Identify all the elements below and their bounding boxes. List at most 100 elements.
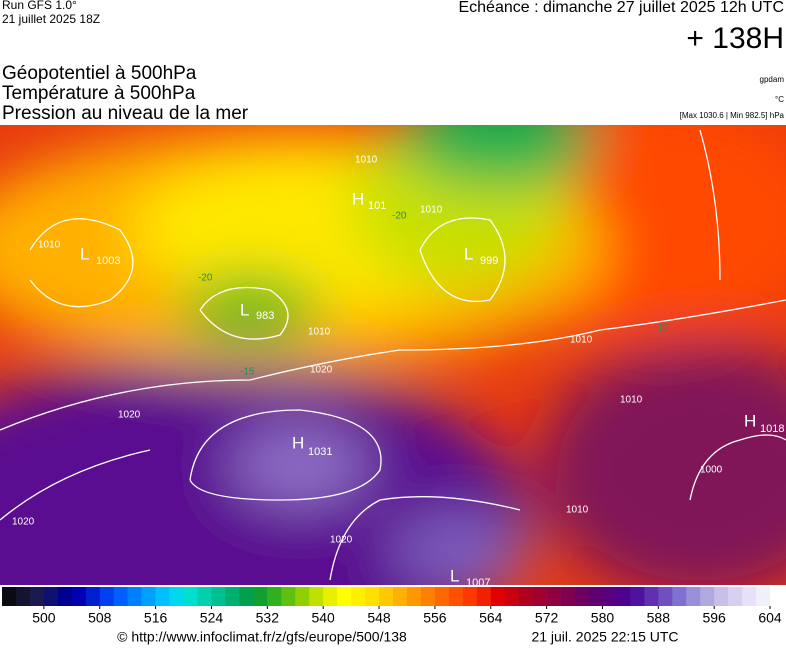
colorbar-bin — [574, 587, 589, 606]
colorbar-bin — [448, 587, 464, 606]
isobar-label: 1010 — [570, 335, 593, 346]
colorbar-bin — [644, 587, 659, 606]
pressure-value: 1003 — [96, 255, 120, 267]
unit: [Max 1030.6 | Min 982.5] hPa — [680, 111, 785, 120]
colorbar-bin — [504, 587, 519, 606]
colorbar-bin — [183, 587, 198, 606]
isobar-label: 1010 — [420, 205, 443, 216]
isobar-label: 1020 — [12, 517, 35, 528]
colorbar-bin — [672, 587, 687, 606]
isobar-label: 1010 — [355, 155, 378, 166]
colorbar-bin — [85, 587, 101, 606]
field: Pression au niveau de la mer — [2, 103, 249, 124]
colorbar-bin — [462, 587, 478, 606]
colorbar-bin — [602, 587, 617, 606]
colorbar-bin — [281, 587, 296, 606]
tick-label: 548 — [367, 610, 391, 626]
colorbar-bin — [490, 587, 506, 606]
pressure-value: 983 — [256, 310, 274, 322]
colorbar-bin — [420, 587, 436, 606]
colorbar-bin — [351, 587, 366, 606]
colorbar-bin — [29, 587, 45, 606]
colorbar-bin — [518, 587, 533, 606]
pressure-center: H — [292, 433, 304, 452]
colorbar-bin — [406, 587, 422, 606]
tick-label: 556 — [423, 610, 447, 626]
pressure-value: 999 — [480, 255, 498, 267]
pressure-center: H — [352, 189, 364, 208]
temp-label: -20 — [392, 211, 407, 222]
tick-label: 572 — [535, 610, 559, 626]
colorbar: 500 508 516 524 532 540 548 556 564 572 580 588 596 6… — [2, 587, 785, 626]
tick-label: 564 — [479, 610, 503, 626]
isobar-label: 1020 — [330, 535, 353, 546]
tick-label: 524 — [200, 610, 224, 626]
colorbar-bin — [476, 587, 492, 606]
isobar-label: 1010 — [308, 327, 331, 338]
isobar-label: 1010 — [38, 240, 61, 251]
colorbar-bin — [309, 587, 324, 606]
colorbar-bin — [700, 587, 715, 606]
colorbar-bin — [365, 587, 380, 606]
colorbar-bin — [337, 587, 352, 606]
pressure-center: L — [80, 244, 89, 263]
colorbar-bin — [197, 587, 212, 606]
isobar-label: 1000 — [700, 465, 723, 476]
field: Géopotentiel à 500hPa — [2, 63, 197, 84]
source: © http://www.infoclimat.fr/z/gfs/europe/… — [117, 629, 407, 645]
colorbar-bin — [99, 587, 115, 606]
colorbar-bin — [742, 587, 757, 606]
pressure-center: L — [450, 566, 459, 585]
colorbar-bin — [127, 587, 142, 606]
tick-label: 588 — [647, 610, 671, 626]
colorbar-bin — [770, 587, 785, 606]
colorbar-bin — [532, 587, 547, 606]
pressure-center: L — [240, 300, 249, 319]
colorbar-bin — [756, 587, 771, 606]
colorbar-bin — [630, 587, 645, 606]
colorbar-bin — [211, 587, 226, 606]
pressure-value: 1007 — [466, 577, 490, 589]
colorbar-bin — [43, 587, 59, 606]
colorbar-bin — [714, 587, 729, 606]
temp-label: -15 — [240, 367, 255, 378]
colorbar-bin — [393, 587, 408, 606]
colorbar-bin — [2, 587, 17, 606]
colorbar-bin — [560, 587, 575, 606]
unit: °C — [775, 95, 784, 104]
pressure-value: 1018 — [760, 423, 784, 435]
generated: 21 juil. 2025 22:15 UTC — [531, 629, 678, 645]
colorbar-bin — [239, 587, 254, 606]
colorbar-bin — [588, 587, 603, 606]
isobar-label: 1010 — [620, 395, 643, 406]
colorbar-bin — [155, 587, 170, 606]
isobar-label: 1010 — [566, 505, 589, 516]
colorbar-bin — [616, 587, 631, 606]
colorbar-bin — [225, 587, 240, 606]
colorbar-bin — [728, 587, 743, 606]
tick-label: 596 — [702, 610, 726, 626]
run-date: 21 juillet 2025 18Z — [2, 12, 100, 26]
colorbar-bin — [379, 587, 394, 606]
colorbar-bin — [686, 587, 701, 606]
colorbar-bin — [169, 587, 184, 606]
tick-label: 540 — [311, 610, 335, 626]
colorbar-bin — [113, 587, 128, 606]
colorbar-bin — [141, 587, 156, 606]
colorbar-bin — [253, 587, 268, 606]
colorbar-bin — [658, 587, 673, 606]
colorbar-bin — [323, 587, 338, 606]
pressure-center: H — [744, 411, 756, 430]
run: Run GFS 1.0° — [2, 0, 77, 12]
tick-label: 516 — [144, 610, 168, 626]
tick-label: 508 — [88, 610, 112, 626]
colorbar-bin — [57, 587, 73, 606]
pressure-value: 1031 — [308, 446, 332, 458]
valid-time: Echéance : dimanche 27 juillet 2025 12h … — [458, 0, 784, 16]
isobar-label: 1020 — [310, 365, 333, 376]
colorbar-bin — [267, 587, 282, 606]
temp-label: -20 — [198, 273, 213, 284]
colorbar-bin — [71, 587, 87, 606]
unit: gpdam — [760, 75, 785, 84]
